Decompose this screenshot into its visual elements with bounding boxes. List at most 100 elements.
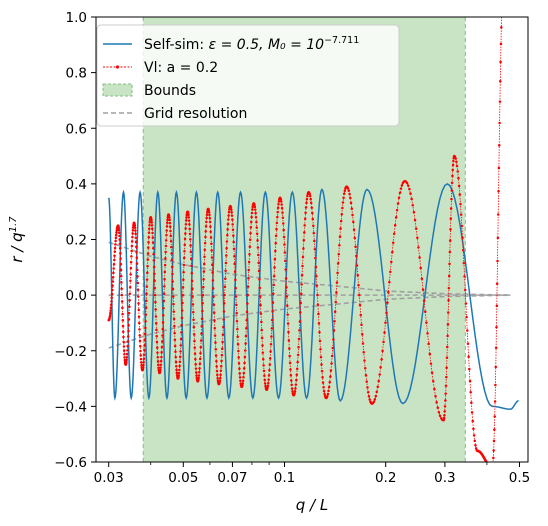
vl-marker bbox=[189, 238, 192, 241]
vl-marker bbox=[172, 302, 175, 306]
vl-marker bbox=[298, 329, 301, 332]
vl-marker bbox=[237, 356, 240, 359]
vl-marker bbox=[263, 374, 266, 377]
vl-marker bbox=[173, 344, 177, 348]
vl-marker bbox=[239, 379, 242, 383]
vl-marker bbox=[210, 256, 214, 259]
vl-marker bbox=[348, 192, 351, 196]
vl-marker bbox=[153, 286, 157, 290]
vl-marker bbox=[160, 355, 163, 359]
vl-marker bbox=[498, 100, 502, 103]
vl-marker bbox=[147, 240, 150, 244]
vl-marker bbox=[492, 449, 495, 452]
vl-marker bbox=[290, 387, 294, 390]
vl-marker bbox=[333, 310, 337, 314]
legend-vl-marker bbox=[115, 65, 120, 69]
series-layer bbox=[107, 17, 519, 467]
vl-marker bbox=[268, 369, 271, 372]
vl-marker bbox=[260, 336, 264, 340]
vl-marker bbox=[350, 207, 354, 210]
vl-marker bbox=[225, 240, 229, 243]
vl-marker bbox=[156, 351, 159, 354]
vl-marker bbox=[125, 355, 129, 359]
vl-marker bbox=[259, 312, 263, 315]
vl-marker bbox=[254, 216, 258, 219]
vl-marker bbox=[235, 303, 238, 307]
vl-marker bbox=[212, 303, 216, 306]
vl-marker bbox=[120, 287, 123, 290]
vl-marker bbox=[146, 252, 150, 255]
vl-marker bbox=[365, 380, 368, 383]
vl-marker bbox=[219, 364, 223, 368]
vl-marker bbox=[496, 259, 499, 263]
vl-marker bbox=[258, 295, 262, 298]
vl-marker bbox=[310, 206, 313, 209]
vl-marker bbox=[456, 170, 459, 173]
vl-marker bbox=[147, 235, 151, 239]
vl-marker bbox=[435, 401, 438, 404]
vl-marker bbox=[224, 269, 227, 273]
vl-marker bbox=[187, 219, 191, 222]
vl-marker bbox=[238, 367, 241, 370]
vl-marker bbox=[290, 379, 293, 382]
vl-marker bbox=[446, 345, 449, 349]
vl-marker bbox=[487, 464, 490, 467]
vl-marker bbox=[183, 243, 187, 247]
vl-marker bbox=[246, 293, 249, 297]
vl-marker bbox=[333, 320, 336, 323]
vl-marker bbox=[451, 168, 454, 172]
y-tick-label: 1.0 bbox=[66, 10, 87, 26]
vl-marker bbox=[351, 213, 354, 217]
vl-marker bbox=[385, 311, 388, 315]
vl-marker bbox=[341, 206, 344, 210]
vl-marker bbox=[268, 363, 272, 366]
vl-marker bbox=[343, 189, 347, 192]
vl-marker bbox=[175, 371, 179, 375]
vl-marker bbox=[460, 224, 464, 228]
vl-marker bbox=[187, 213, 190, 217]
vl-marker bbox=[165, 221, 169, 225]
vl-marker bbox=[255, 232, 259, 235]
vl-marker bbox=[221, 333, 225, 337]
vl-marker bbox=[120, 293, 124, 297]
vl-marker bbox=[110, 300, 113, 303]
vl-marker bbox=[197, 374, 201, 377]
vl-marker bbox=[128, 285, 132, 289]
vl-marker bbox=[338, 243, 341, 247]
vl-marker bbox=[121, 324, 125, 328]
vl-marker bbox=[253, 205, 257, 209]
vl-marker bbox=[249, 232, 252, 235]
vl-marker bbox=[142, 357, 146, 361]
vl-marker bbox=[399, 187, 403, 190]
vl-marker bbox=[226, 228, 229, 231]
vl-marker bbox=[202, 278, 205, 281]
x-axis-label: q / L bbox=[296, 496, 328, 514]
series-self-sim bbox=[107, 182, 519, 410]
vl-marker bbox=[247, 260, 251, 264]
vl-marker bbox=[201, 309, 204, 313]
vl-marker bbox=[293, 392, 296, 395]
vl-marker bbox=[322, 385, 325, 389]
vl-marker bbox=[246, 302, 249, 305]
vl-marker bbox=[142, 353, 146, 357]
vl-marker bbox=[121, 312, 124, 316]
vl-marker bbox=[258, 286, 262, 290]
vl-marker bbox=[160, 340, 164, 343]
vl-marker bbox=[143, 349, 146, 352]
vl-marker bbox=[336, 271, 339, 275]
vl-marker bbox=[128, 299, 131, 302]
vl-marker bbox=[182, 263, 186, 267]
vl-marker bbox=[153, 272, 156, 276]
vl-marker bbox=[277, 200, 281, 203]
vl-marker bbox=[387, 291, 390, 294]
vl-marker bbox=[398, 191, 402, 195]
vl-marker bbox=[180, 316, 184, 320]
vl-marker bbox=[317, 312, 320, 316]
vl-marker bbox=[450, 181, 454, 184]
vl-marker bbox=[110, 296, 113, 300]
vl-marker bbox=[474, 444, 477, 447]
vl-marker bbox=[165, 233, 168, 237]
vl-marker bbox=[233, 270, 237, 274]
vl-marker bbox=[492, 456, 495, 460]
vl-marker bbox=[113, 250, 117, 254]
